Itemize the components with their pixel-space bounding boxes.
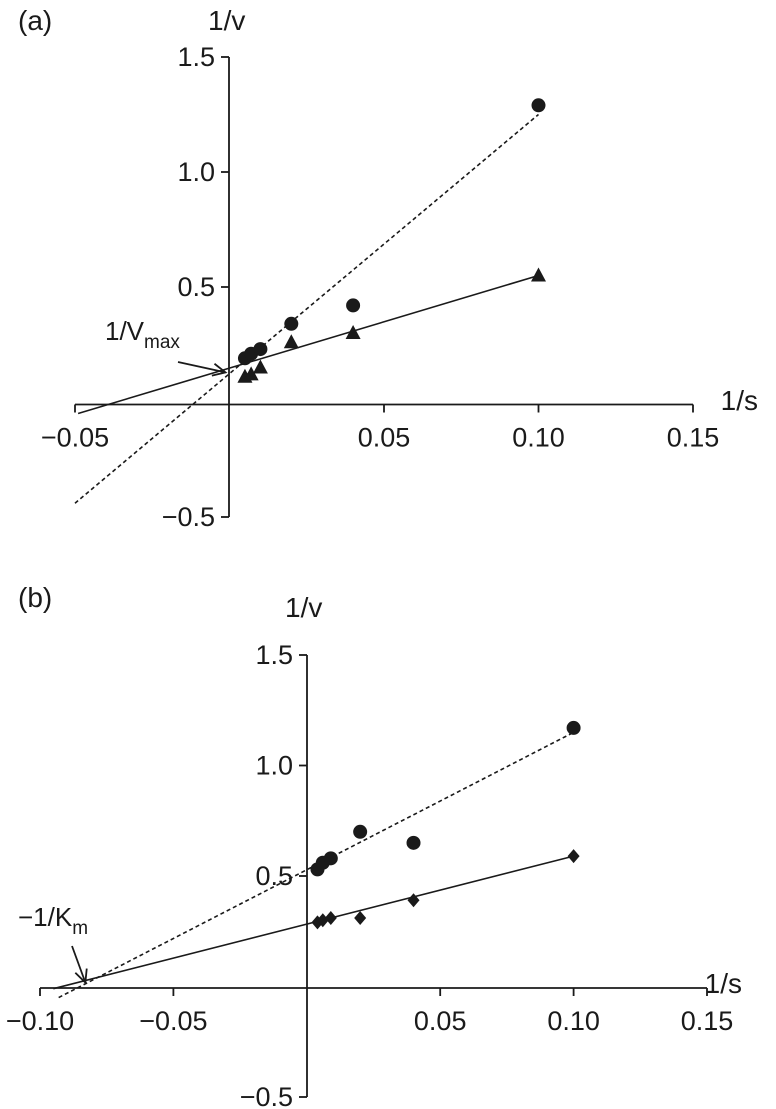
x-axis-title: 1/s (721, 385, 758, 416)
circle-point (323, 851, 338, 866)
diamond-point (407, 893, 420, 908)
triangle-point (243, 366, 259, 381)
y-tick-label: −0.5 (240, 1082, 293, 1109)
circle-point (406, 835, 421, 850)
x-tick-label: −0.10 (6, 1006, 74, 1036)
x-tick-label: 0.05 (414, 1006, 467, 1036)
y-axis-title: 1/v (285, 592, 322, 623)
annotation-arrow (177, 361, 226, 374)
y-tick-label: 1.5 (255, 640, 293, 670)
circle-point (346, 298, 361, 313)
panel-a: (a) −0.05 0.05 0.10 0.15 −0.5 0.5 1.0 1.5 1/v 1/s 1… (18, 5, 758, 532)
diamond-point (316, 913, 329, 928)
y-axis-title: 1/v (208, 5, 245, 36)
intercept-annotation: −1/Km (18, 902, 88, 939)
triangle-point (252, 359, 268, 374)
x-tick-label: 0.05 (358, 423, 411, 453)
y-tick-label: 0.5 (177, 272, 215, 302)
panel-b: (b) −0.10 −0.05 0.05 0.10 0.15 −0.5 0.5 1.0 1.5 1/… (6, 582, 742, 1109)
x-tick-label: 0.15 (681, 1006, 734, 1036)
annotation-text: −1/K (18, 902, 73, 932)
intercept-annotation: 1/Vmax (105, 316, 180, 353)
panel-label: (b) (18, 582, 52, 613)
fit-line-series-0 (74, 113, 540, 504)
circle-point (253, 342, 268, 357)
annotation-subscript: m (72, 918, 88, 939)
arrow-head (211, 363, 228, 377)
y-tick-label: 1.5 (177, 42, 215, 72)
circle-point (284, 316, 299, 331)
x-tick-label: −0.05 (139, 1006, 207, 1036)
y-tick-label: 1.0 (177, 157, 215, 187)
annotation-subscript: max (144, 332, 180, 353)
diamond-point (324, 910, 337, 925)
fit-line-series-1 (77, 274, 539, 415)
x-tick-label: −0.05 (41, 423, 109, 453)
diamond-point (354, 910, 367, 925)
circle-point (531, 98, 546, 113)
triangle-point (531, 267, 546, 282)
y-tick-label: −0.5 (162, 502, 215, 532)
triangle-point (345, 325, 361, 339)
x-tick-label: 0.15 (667, 423, 720, 453)
triangle-point (283, 334, 299, 349)
x-tick-label: 0.10 (512, 423, 565, 453)
circle-point (566, 720, 581, 735)
y-tick-label: 0.5 (255, 861, 293, 891)
arrow-head (74, 968, 88, 985)
annotation-arrow (71, 945, 87, 983)
x-axis-title: 1/s (705, 968, 742, 999)
diamond-point (567, 849, 580, 864)
panel-label: (a) (18, 5, 52, 36)
annotation-text: 1/V (105, 316, 145, 346)
x-tick-label: 0.10 (547, 1006, 600, 1036)
y-tick-label: 1.0 (255, 751, 293, 781)
circle-point (353, 824, 368, 839)
